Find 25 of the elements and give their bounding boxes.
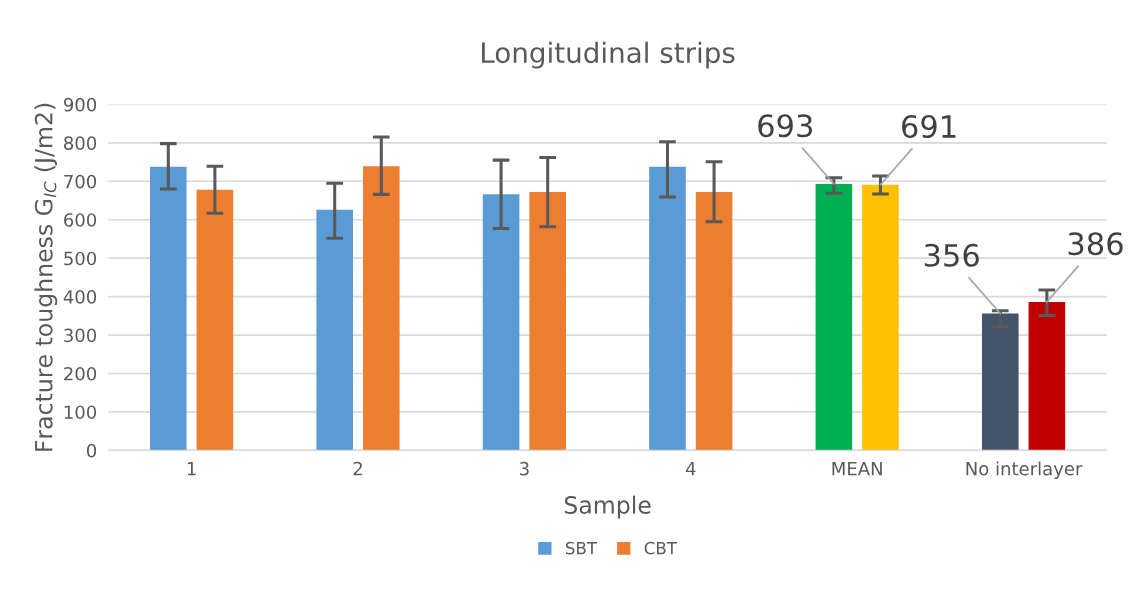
x-axis-title: Sample (564, 495, 651, 519)
y-axis-title: Fracture toughness G$_{IC}$ (J/m2) (34, 103, 58, 451)
y-tick-label: 200 (64, 366, 97, 381)
y-tick-label: 600 (64, 213, 97, 227)
y-tick-label: 800 (64, 136, 97, 150)
x-tick-label: 4 (685, 462, 696, 476)
x-tick-label: MEAN (832, 462, 882, 476)
y-tick-label: 100 (64, 405, 97, 420)
x-tick-label: 2 (353, 461, 362, 476)
y-tick-label: 0 (86, 443, 97, 458)
chart-title: Longitudinal strips (482, 41, 735, 69)
data-label: 691 (902, 114, 956, 139)
x-tick-label: 1 (187, 462, 196, 476)
data-label: 693 (758, 114, 812, 138)
x-tick-label: 3 (520, 461, 529, 476)
legend-label: SBT (565, 541, 598, 555)
x-tick-label: No interlayer (966, 461, 1083, 479)
y-tick-label: 500 (64, 251, 97, 266)
data-label: 386 (1068, 232, 1123, 256)
y-tick-label: 400 (63, 290, 97, 304)
y-tick-label: 300 (64, 328, 97, 343)
y-tick-label: 700 (64, 174, 97, 189)
data-label: 356 (924, 243, 979, 267)
legend-label: CBT (644, 541, 678, 555)
y-tick-label: 900 (63, 97, 97, 112)
